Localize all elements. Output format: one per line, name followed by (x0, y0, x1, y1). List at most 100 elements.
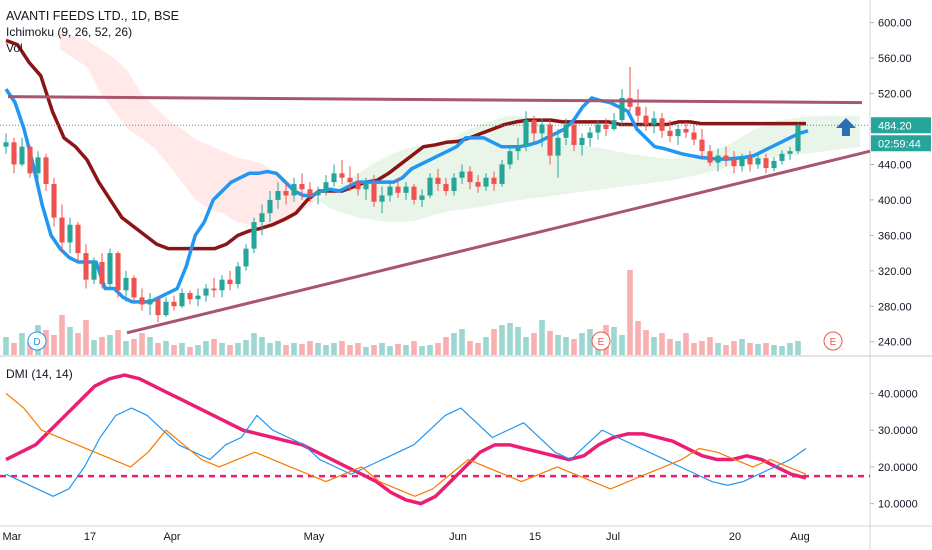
dmi-legend[interactable]: DMI (14, 14) (6, 367, 73, 381)
time-tick-label: 15 (529, 531, 541, 543)
earnings-marker-2: E (830, 337, 837, 348)
volume-bar (251, 333, 257, 355)
time-tick-label: Mar (3, 531, 22, 543)
volume-bar (83, 320, 89, 355)
volume-bar (587, 329, 593, 355)
volume-bar (3, 337, 9, 355)
volume-bar (211, 339, 217, 355)
candle-body (243, 248, 249, 267)
cloud-segment (453, 130, 467, 211)
volume-legend[interactable]: Vol (6, 41, 23, 55)
candle-body (411, 186, 417, 200)
volume-bar (691, 343, 697, 355)
candle-body (147, 299, 153, 305)
candle-body (339, 173, 345, 178)
candle-body (763, 158, 769, 168)
volume-bar (227, 345, 233, 355)
candle-body (27, 146, 33, 174)
candle-body (195, 295, 201, 300)
volume-bar (499, 325, 505, 355)
cloud-segment (819, 115, 833, 153)
candle-body (483, 177, 489, 187)
volume-bar (339, 341, 345, 355)
volume-bar (171, 345, 177, 355)
volume-bar (515, 327, 521, 355)
candle-body (91, 261, 97, 280)
resistance-line (7, 95, 863, 105)
candle-body (371, 183, 377, 202)
volume-bar (139, 333, 145, 355)
cloud-segment (656, 157, 671, 183)
price-tick-label: 440.00 (878, 159, 912, 171)
cloud-segment (670, 157, 684, 181)
volume-bar (427, 345, 433, 355)
candle-body (315, 191, 321, 196)
volume-bar (715, 343, 721, 355)
volume-bar (131, 339, 137, 355)
volume-bar (219, 343, 225, 355)
volume-bar (659, 333, 665, 355)
candle-body (515, 146, 521, 152)
ichimoku-legend[interactable]: Ichimoku (9, 26, 52, 26) (6, 25, 133, 39)
volume-bar (683, 333, 689, 355)
trend-line (126, 149, 871, 335)
volume-bar (155, 343, 161, 355)
candle-body (51, 183, 57, 218)
candle-body (659, 118, 665, 131)
volume-bar (187, 347, 193, 355)
volume-bar (779, 346, 785, 355)
cloud-segment (168, 120, 183, 183)
candle-body (355, 182, 361, 190)
candle-body (395, 186, 401, 193)
candle-body (787, 151, 793, 154)
candle-body (611, 120, 617, 129)
volume-bar (299, 344, 305, 355)
candle-body (651, 118, 657, 125)
cloud-segment (805, 115, 820, 154)
ichimoku-cloud (60, 31, 860, 227)
symbol-title[interactable]: AVANTI FEEDS LTD., 1D, BSE (6, 9, 179, 23)
dividend-marker: D (33, 337, 40, 348)
volume-bar (363, 347, 369, 355)
plus-di-line (5, 407, 807, 497)
up-arrow-icon (836, 118, 856, 136)
volume-bar (51, 335, 57, 355)
candle-body (163, 301, 169, 316)
volume-bars (3, 270, 801, 355)
candlesticks (3, 66, 801, 323)
time-tick-label: Jul (606, 531, 620, 543)
volume-bar (99, 337, 105, 355)
earnings-marker-2-circle (823, 331, 843, 351)
cloud-segment (182, 128, 196, 200)
volume-bar (11, 343, 17, 355)
volume-bar (723, 345, 729, 355)
volume-bar (267, 343, 273, 355)
candle-body (35, 157, 41, 174)
price-tick-label: 320.00 (878, 266, 912, 278)
cloud-segment (412, 144, 427, 222)
volume-bar (371, 345, 377, 355)
volume-bar (771, 345, 777, 355)
volume-bar (275, 341, 281, 355)
time-tick-label: Jun (449, 531, 467, 543)
price-tag-value: 484.20 (878, 120, 912, 132)
dmi-pane (0, 373, 870, 506)
volume-bar (571, 339, 577, 355)
candle-body (435, 177, 441, 184)
volume-bar (747, 343, 753, 355)
volume-bar (323, 345, 329, 355)
candle-body (227, 279, 233, 285)
dmi-tick-label: 10.0000 (878, 499, 918, 511)
candle-body (563, 124, 569, 138)
time-tick-label: 17 (84, 531, 96, 543)
volume-bar (675, 341, 681, 355)
volume-bar (379, 343, 385, 355)
candle-body (619, 97, 625, 121)
cloud-segment (154, 106, 169, 165)
candle-body (531, 120, 537, 134)
candle-body (275, 191, 281, 200)
volume-bar (19, 333, 25, 355)
candle-body (643, 115, 649, 125)
candle-body (331, 173, 337, 183)
